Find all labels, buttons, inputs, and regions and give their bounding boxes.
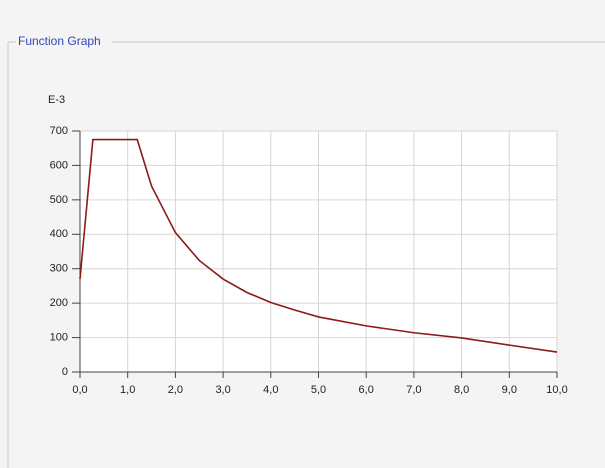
y-tick-label: 600: [50, 159, 68, 171]
x-tick-label: 7,0: [406, 384, 421, 396]
x-tick-label: 8,0: [454, 384, 469, 396]
x-tick-label: 5,0: [311, 384, 326, 396]
x-tick-label: 3,0: [215, 384, 230, 396]
x-tick-label: 4,0: [263, 384, 278, 396]
y-axis-label: E-3: [48, 94, 65, 106]
x-tick-label: 6,0: [359, 384, 374, 396]
x-tick-label: 0,0: [72, 384, 87, 396]
x-tick-label: 1,0: [120, 384, 135, 396]
y-tick-label: 0: [62, 366, 68, 378]
y-tick-label: 100: [50, 331, 68, 343]
panel-title: Function Graph: [18, 34, 101, 48]
x-tick-label: 10,0: [546, 384, 567, 396]
x-tick-label: 9,0: [502, 384, 517, 396]
function-graph-panel: Function Graph E-3 0 100 200 300 400 500 600 70…: [0, 0, 605, 468]
page: {"panel_title": "Function Graph", "chart…: [0, 0, 605, 468]
x-tick-label: 2,0: [168, 384, 183, 396]
y-tick-label: 700: [50, 125, 68, 137]
y-tick-label: 300: [50, 263, 68, 275]
y-tick-label: 500: [50, 194, 68, 206]
y-tick-label: 200: [50, 297, 68, 309]
y-tick-label: 400: [50, 228, 68, 240]
